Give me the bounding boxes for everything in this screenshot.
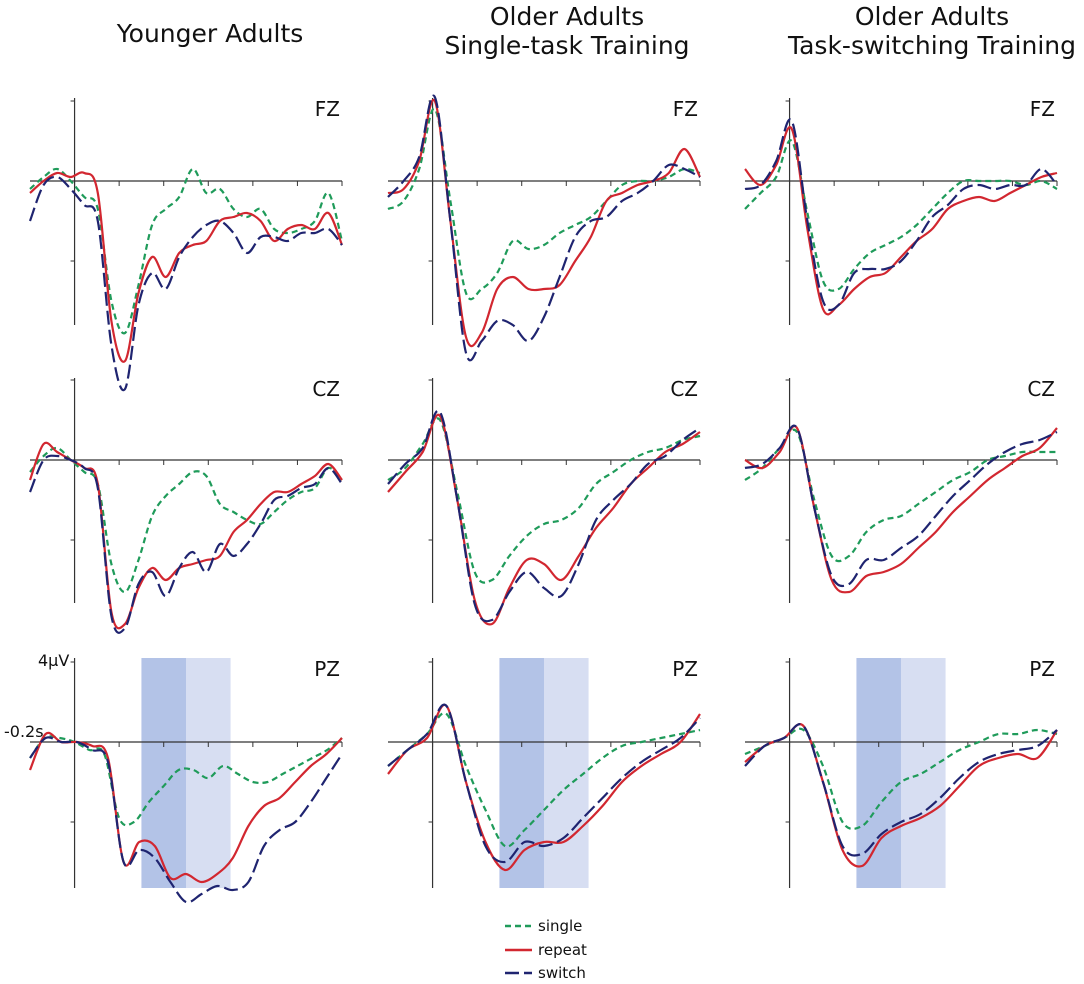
shaded-window-2 bbox=[544, 658, 589, 888]
series-repeat bbox=[387, 413, 701, 626]
column-title-switching-line1: Older Adults bbox=[855, 2, 1009, 31]
shaded-window-2 bbox=[186, 658, 231, 888]
series-single bbox=[744, 428, 1057, 563]
legend: single repeat switch bbox=[505, 917, 587, 982]
shaded-window-1 bbox=[499, 658, 544, 888]
series-single bbox=[744, 727, 1058, 831]
series-single bbox=[29, 735, 343, 827]
series-repeat bbox=[28, 441, 343, 630]
panel-fz-col0: FZ bbox=[28, 97, 344, 392]
electrode-label: FZ bbox=[315, 97, 340, 121]
electrode-label: FZ bbox=[1030, 97, 1055, 121]
panels: FZ FZ FZ CZ CZ CZ PZ PZ PZ bbox=[28, 94, 1058, 904]
electrode-label: CZ bbox=[670, 377, 698, 401]
series-repeat bbox=[29, 171, 344, 363]
column-title-single-line2: Single-task Training bbox=[444, 31, 689, 60]
series-switch bbox=[29, 736, 343, 904]
panel-cz-col2: CZ bbox=[744, 377, 1058, 603]
series-single bbox=[387, 107, 701, 301]
column-title-switching-line2: Task-switching Training bbox=[787, 31, 1076, 60]
panel-cz-col0: CZ bbox=[28, 377, 343, 634]
series-single bbox=[744, 139, 1058, 292]
amplitude-scale-label: 4µV bbox=[38, 651, 69, 670]
electrode-label: CZ bbox=[1027, 377, 1055, 401]
series-switch bbox=[387, 409, 701, 623]
legend-label-switch: switch bbox=[538, 964, 586, 982]
panel-pz-col1: PZ bbox=[387, 657, 701, 888]
electrode-label: FZ bbox=[673, 97, 698, 121]
legend-label-repeat: repeat bbox=[538, 941, 587, 959]
column-title-single-line1: Older Adults bbox=[490, 2, 644, 31]
series-repeat bbox=[744, 424, 1058, 594]
series-single bbox=[387, 417, 701, 584]
time-scale-label: -0.2s bbox=[4, 722, 44, 741]
series-switch bbox=[387, 703, 701, 864]
series-switch bbox=[744, 723, 1058, 857]
panel-fz-col2: FZ bbox=[744, 97, 1058, 325]
panel-pz-col2: PZ bbox=[744, 657, 1058, 888]
column-title-younger: Younger Adults bbox=[116, 19, 304, 48]
series-switch bbox=[28, 454, 343, 634]
series-switch bbox=[744, 118, 1058, 312]
series-single bbox=[29, 167, 344, 335]
electrode-label: PZ bbox=[672, 657, 698, 681]
shaded-window-1 bbox=[141, 658, 186, 888]
electrode-label: CZ bbox=[312, 377, 340, 401]
panel-fz-col1: FZ bbox=[387, 94, 701, 362]
panel-cz-col1: CZ bbox=[387, 377, 701, 626]
panel-pz-col0: PZ bbox=[28, 657, 343, 904]
series-switch bbox=[387, 94, 701, 362]
electrode-label: PZ bbox=[1029, 657, 1055, 681]
series-switch bbox=[28, 175, 343, 392]
series-repeat bbox=[744, 125, 1058, 316]
electrode-label: PZ bbox=[314, 657, 340, 681]
series-repeat bbox=[28, 731, 343, 884]
column-titles: Younger Adults Older Adults Single-task … bbox=[116, 2, 1076, 60]
series-repeat bbox=[387, 98, 701, 348]
shaded-window-1 bbox=[856, 658, 901, 888]
series-switch bbox=[744, 424, 1058, 588]
series-single bbox=[29, 446, 343, 594]
legend-label-single: single bbox=[538, 917, 582, 935]
series-single bbox=[387, 711, 701, 848]
